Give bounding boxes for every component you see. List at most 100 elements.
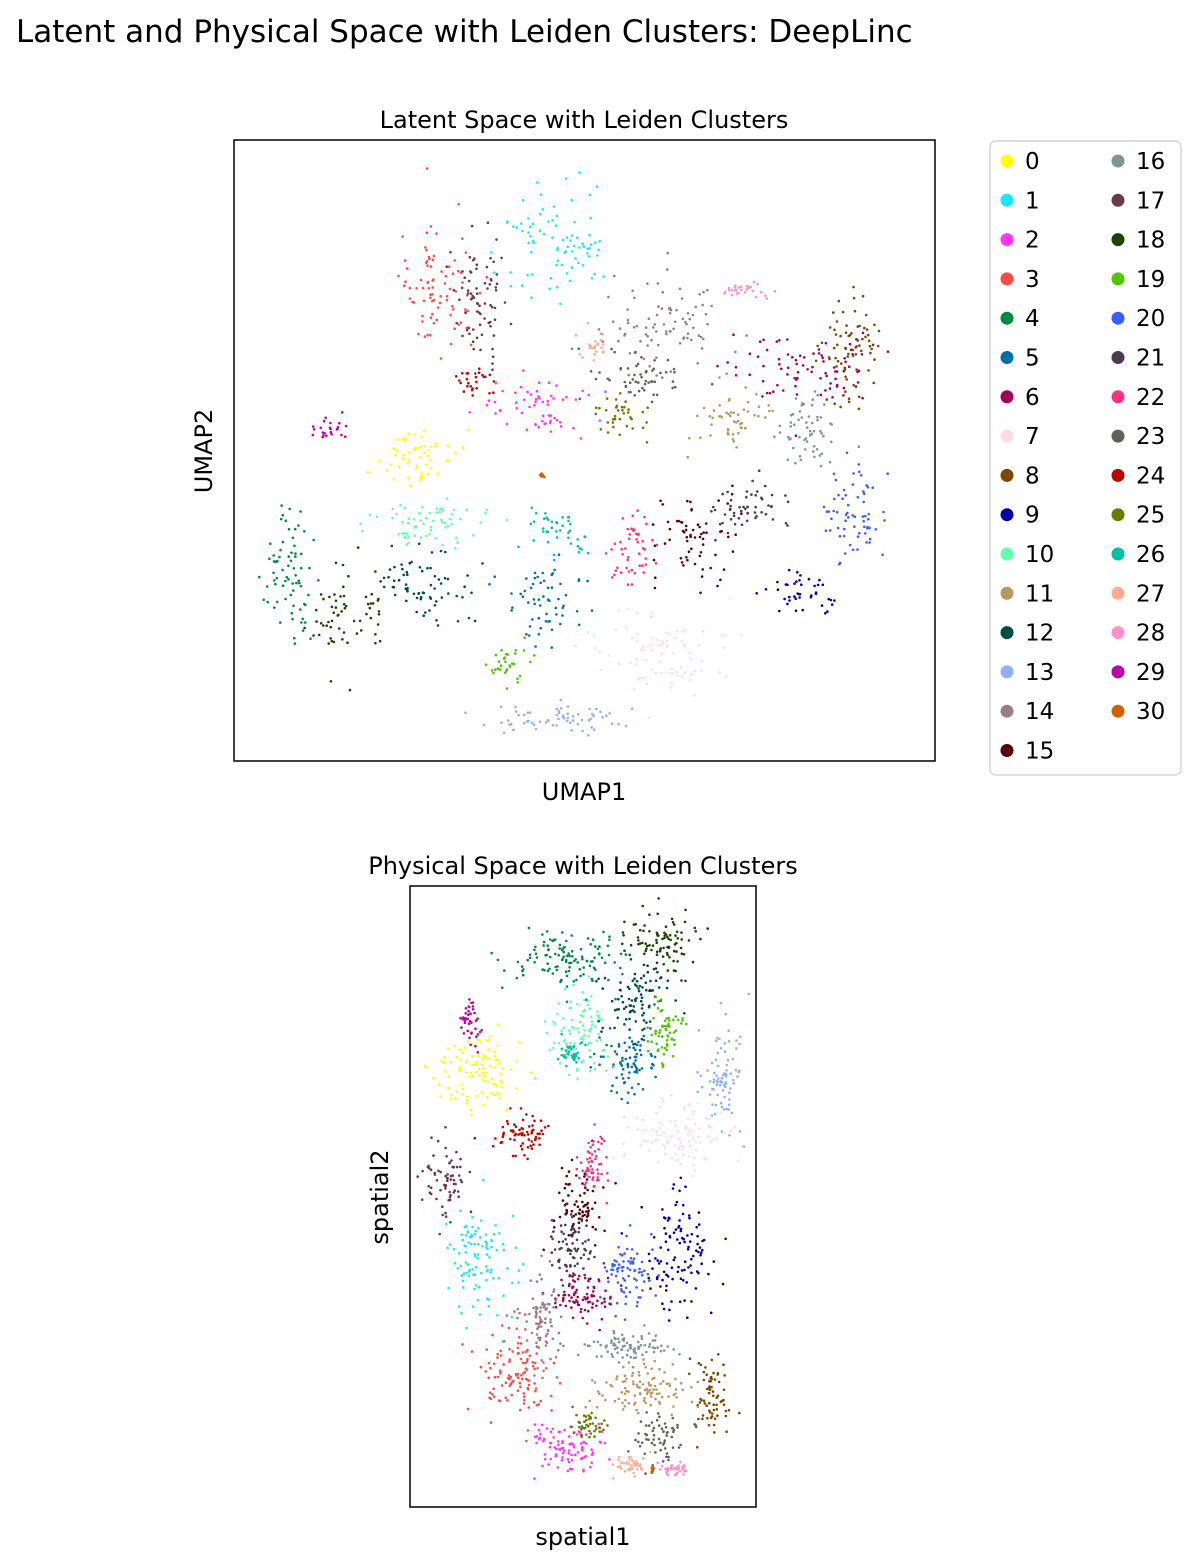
point-cluster-10 [407, 535, 410, 538]
point-cluster-12 [641, 1014, 644, 1017]
point-cluster-9 [699, 1251, 703, 1255]
cluster-21-points [550, 1202, 606, 1305]
legend-item-19: 19 [1111, 267, 1165, 293]
point-cluster-6 [606, 1276, 610, 1280]
point-cluster-14 [542, 1361, 545, 1364]
point-cluster-12 [390, 544, 394, 548]
point-cluster-0 [443, 1070, 447, 1073]
point-cluster-24 [547, 1124, 550, 1128]
point-cluster-15 [563, 1186, 567, 1190]
point-cluster-4 [606, 944, 610, 948]
point-cluster-18 [641, 904, 644, 908]
point-cluster-18 [668, 933, 672, 937]
point-cluster-12 [433, 574, 437, 578]
point-cluster-18 [659, 976, 662, 980]
point-cluster-4 [568, 966, 571, 969]
point-cluster-13 [508, 723, 511, 727]
point-cluster-12 [655, 953, 659, 956]
point-cluster-10 [590, 1023, 594, 1027]
point-cluster-19 [650, 1033, 653, 1037]
point-cluster-21 [733, 522, 737, 526]
point-cluster-6 [832, 366, 836, 369]
point-cluster-0 [490, 1077, 494, 1081]
point-cluster-8 [843, 366, 847, 370]
point-cluster-29 [467, 1005, 471, 1008]
point-cluster-5 [625, 1049, 628, 1052]
point-cluster-1 [561, 238, 565, 242]
point-cluster-0 [453, 1097, 457, 1100]
point-cluster-23 [652, 1426, 656, 1430]
point-cluster-6 [568, 1299, 571, 1303]
point-cluster-28 [747, 286, 750, 290]
point-cluster-12 [481, 562, 484, 565]
point-cluster-23 [629, 390, 632, 394]
point-cluster-3 [427, 255, 431, 259]
point-cluster-2 [584, 1455, 587, 1458]
point-cluster-23 [661, 1460, 665, 1463]
point-cluster-17 [441, 1205, 444, 1208]
point-cluster-6 [748, 373, 751, 377]
point-cluster-0 [461, 1087, 465, 1091]
point-cluster-15 [727, 535, 730, 539]
point-cluster-26 [576, 544, 580, 548]
point-cluster-18 [654, 967, 658, 970]
point-cluster-17 [420, 1198, 424, 1201]
point-cluster-29 [319, 426, 323, 430]
point-cluster-3 [527, 1383, 531, 1387]
point-cluster-9 [827, 597, 830, 601]
point-cluster-23 [659, 1448, 662, 1452]
point-cluster-13 [565, 719, 569, 723]
point-cluster-28 [727, 286, 731, 290]
point-cluster-25 [606, 1424, 609, 1427]
point-cluster-18 [342, 631, 346, 634]
point-cluster-4 [303, 530, 306, 533]
point-cluster-26 [558, 529, 562, 532]
point-cluster-16 [583, 1343, 586, 1346]
point-cluster-14 [544, 1334, 548, 1338]
point-cluster-15 [567, 1194, 570, 1197]
point-cluster-8 [856, 339, 860, 342]
point-cluster-29 [476, 1033, 480, 1036]
point-cluster-10 [594, 1025, 597, 1028]
point-cluster-22 [603, 1139, 606, 1143]
point-cluster-22 [601, 1137, 604, 1141]
point-cluster-4 [545, 953, 548, 957]
point-cluster-0 [366, 471, 370, 474]
point-cluster-14 [540, 1359, 543, 1362]
point-cluster-3 [432, 254, 436, 258]
point-cluster-6 [583, 1308, 587, 1312]
point-cluster-1 [474, 1266, 478, 1269]
point-cluster-7 [666, 1141, 669, 1145]
point-cluster-28 [679, 1460, 682, 1464]
cluster-23-points [627, 1411, 698, 1475]
point-cluster-6 [716, 364, 719, 368]
point-cluster-20 [616, 1281, 620, 1284]
point-cluster-4 [266, 600, 270, 604]
point-cluster-7 [740, 633, 743, 637]
point-cluster-16 [592, 1340, 596, 1343]
point-cluster-8 [697, 1417, 700, 1421]
point-cluster-16 [798, 455, 802, 458]
point-cluster-4 [548, 967, 551, 971]
point-cluster-7 [668, 1120, 672, 1123]
point-cluster-0 [418, 478, 422, 482]
point-cluster-19 [499, 664, 503, 667]
point-cluster-7 [683, 671, 686, 674]
point-cluster-16 [807, 415, 811, 418]
point-cluster-10 [368, 513, 372, 517]
point-cluster-23 [676, 1426, 679, 1429]
point-cluster-26 [517, 545, 520, 549]
point-cluster-23 [634, 380, 638, 384]
point-cluster-19 [665, 1042, 669, 1046]
point-cluster-25 [575, 1413, 578, 1417]
point-cluster-8 [857, 407, 861, 411]
point-cluster-17 [489, 320, 492, 324]
point-cluster-10 [429, 528, 433, 532]
point-cluster-11 [744, 426, 747, 430]
point-cluster-22 [590, 1153, 594, 1156]
point-cluster-12 [666, 979, 670, 982]
point-cluster-18 [662, 962, 665, 966]
point-cluster-16 [629, 1355, 632, 1359]
point-cluster-2 [555, 1447, 558, 1451]
